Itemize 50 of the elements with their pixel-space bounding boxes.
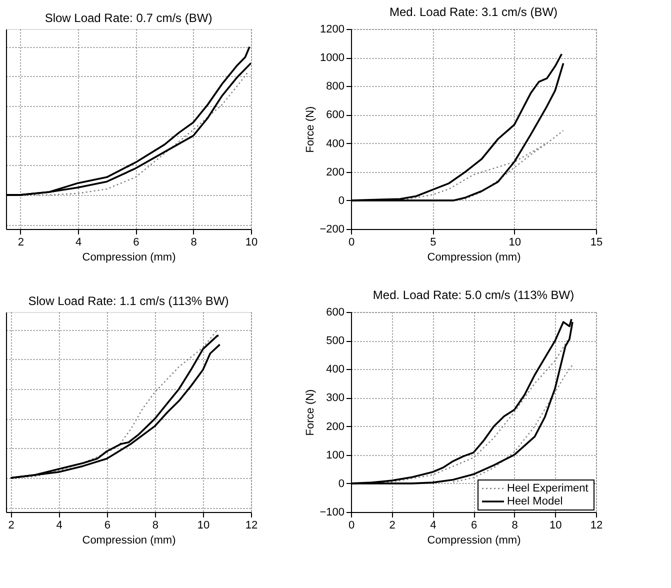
y-tick-label: 100: [326, 449, 344, 462]
x-tick-label: 12: [590, 520, 603, 532]
y-tick-label: 1000: [320, 52, 344, 64]
x-tick-label: 10: [197, 520, 210, 532]
x-axis-title: Compression (mm): [82, 534, 176, 546]
x-tick-label: 10: [550, 520, 562, 532]
y-tick-label: 500: [326, 335, 344, 348]
x-tick-label: 4: [56, 520, 62, 532]
y-tick-label: 400: [326, 364, 344, 376]
y-tick-label: 200: [326, 420, 344, 433]
y-tick-label: −100: [320, 506, 344, 518]
x-tick-label: 2: [18, 236, 24, 248]
chart-title: Slow Load Rate: 1.1 cm/s (113% BW): [28, 294, 229, 308]
chart-title: Slow Load Rate: 0.7 cm/s (BW): [44, 11, 212, 25]
y-tick-label: 300: [326, 392, 344, 404]
x-tick-label: 2: [389, 520, 396, 532]
x-tick-label: 0: [348, 520, 355, 532]
y-tick-label: −200: [320, 224, 344, 236]
legend-label: Heel Experiment: [507, 482, 588, 494]
x-tick-label: 15: [590, 236, 603, 248]
y-axis-title: Force (N): [304, 389, 317, 436]
y-tick-label: 200: [326, 166, 344, 178]
x-tick-label: 8: [190, 236, 197, 248]
x-tick-label: 0: [348, 236, 355, 248]
chart-title: Med. Load Rate: 5.0 cm/s (113% BW): [372, 288, 574, 302]
y-tick-label: 800: [326, 80, 344, 93]
legend-label: Heel Model: [507, 496, 563, 508]
y-tick-label: 600: [326, 306, 344, 318]
x-tick-label: 2: [8, 520, 14, 532]
y-tick-label: 1200: [320, 24, 344, 36]
y-tick-label: 400: [326, 138, 344, 150]
x-tick-label: 6: [470, 520, 478, 532]
y-tick-label: 0: [338, 478, 344, 490]
x-tick-label: 5: [430, 236, 436, 248]
chart-title: Med. Load Rate: 3.1 cm/s (BW): [389, 5, 558, 19]
x-tick-label: 8: [512, 520, 518, 532]
x-tick-label: 10: [245, 236, 258, 248]
y-axis-title: Force (N): [304, 106, 317, 153]
x-tick-label: 4: [430, 520, 436, 532]
x-tick-label: 4: [75, 236, 82, 248]
y-tick-label: 600: [326, 109, 344, 122]
x-axis-title: Compression (mm): [427, 534, 521, 546]
x-tick-label: 6: [133, 236, 140, 248]
y-tick-label: 0: [338, 194, 344, 207]
x-tick-label: 8: [152, 520, 158, 532]
x-axis-title: Compression (mm): [82, 252, 176, 264]
x-tick-label: 6: [104, 520, 110, 532]
x-tick-label: 10: [508, 236, 521, 248]
x-axis-title: Compression (mm): [427, 252, 521, 264]
x-tick-label: 12: [245, 520, 258, 532]
